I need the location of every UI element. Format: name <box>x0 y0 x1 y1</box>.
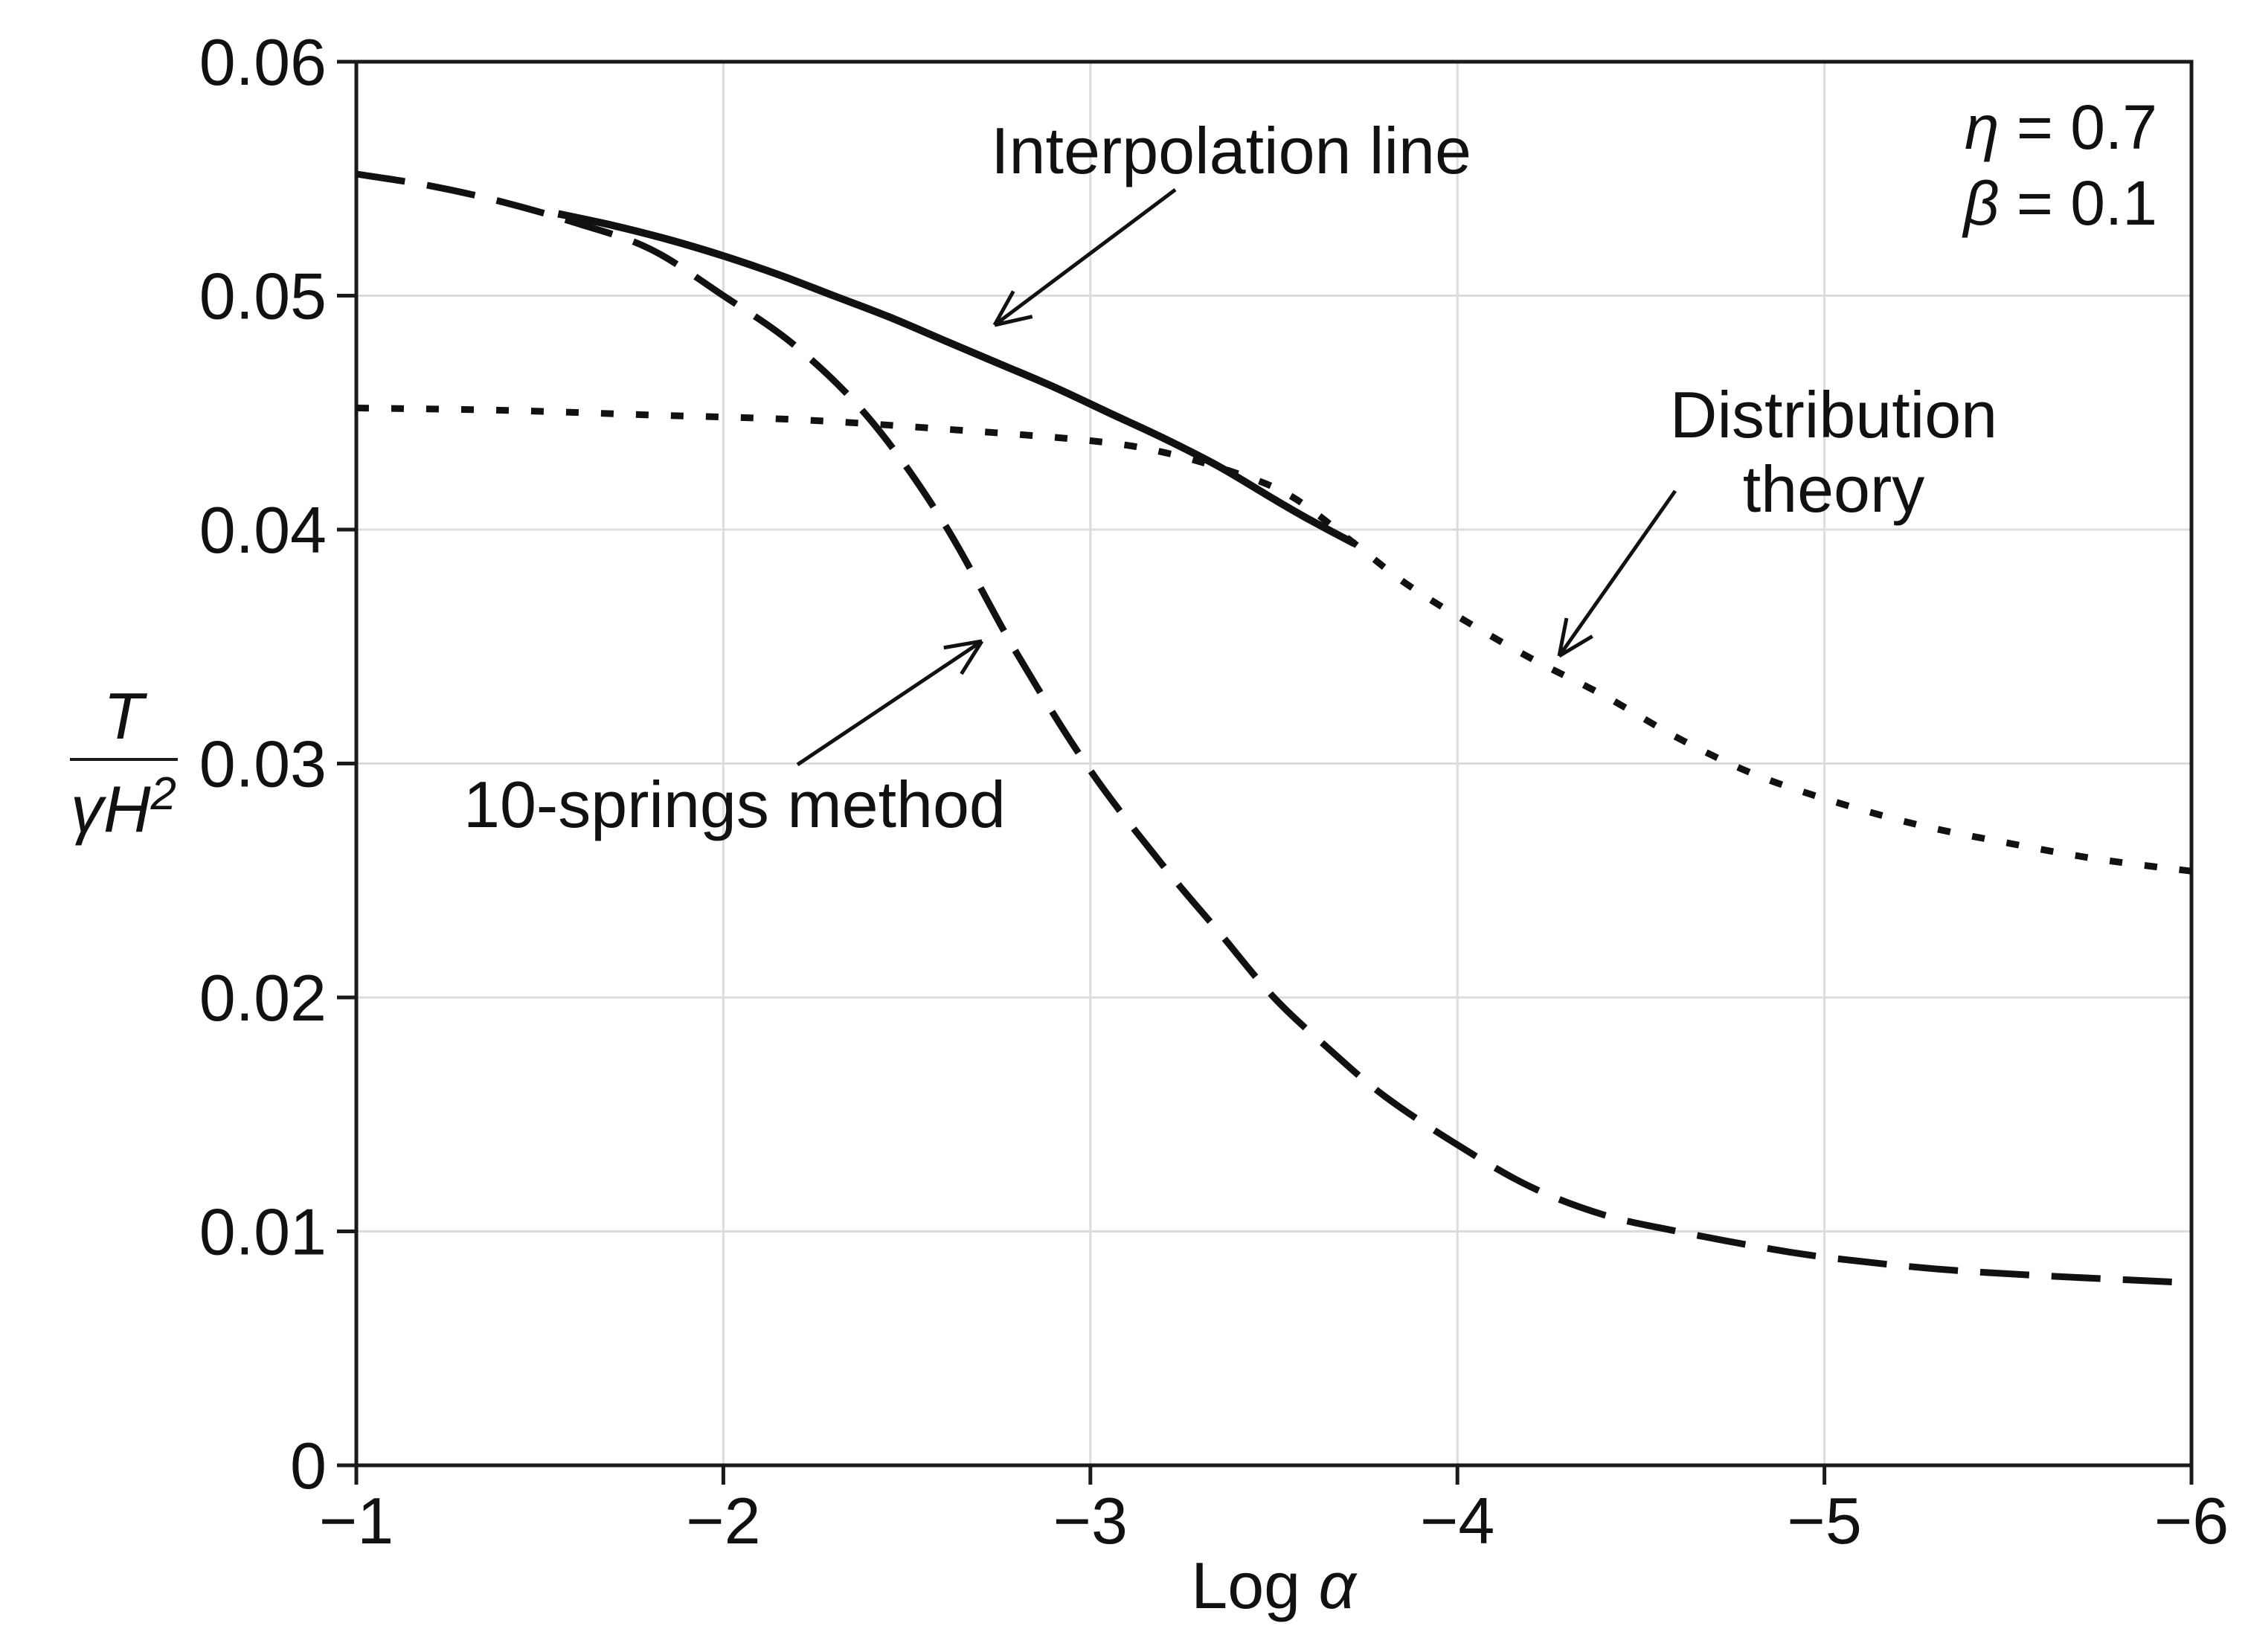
y-axis-title-denominator-sup: 2 <box>150 768 176 820</box>
annotation-interpolation-line-label-line1: Interpolation line <box>991 114 1471 187</box>
curve-10-springs-method <box>356 170 2192 1287</box>
annotation-distribution-theory-arrow <box>1557 489 1677 658</box>
x-axis-title-symbol: α <box>1319 1549 1358 1622</box>
y-tick-label-0.04: 0.04 <box>199 493 327 567</box>
annotation-interpolation-line-arrow <box>992 187 1177 327</box>
annotation-10-springs-method-label-line1: 10-springs method <box>463 768 1006 841</box>
x-tick-label-−3: −3 <box>1053 1484 1128 1558</box>
x-tick-label-−6: −6 <box>2154 1484 2229 1558</box>
x-tick-label-−2: −2 <box>686 1484 760 1558</box>
curve-distribution-theory <box>356 404 2192 875</box>
y-tick-label-0.05: 0.05 <box>199 260 327 333</box>
param-value-2: = 0.1 <box>1999 168 2157 238</box>
param-label-2: β = 0.1 <box>1961 168 2157 238</box>
param-symbol-1: η <box>1965 92 2000 162</box>
annotation-distribution-theory-label-line2: theory <box>1743 452 1925 526</box>
y-axis-title-numerator: T <box>103 679 147 753</box>
param-symbol-2: β <box>1961 168 1999 238</box>
x-tick-label-−4: −4 <box>1420 1484 1494 1558</box>
y-tick-label-0.01: 0.01 <box>199 1195 327 1269</box>
annotation-distribution-theory-label-line1: Distribution <box>1670 378 1997 451</box>
param-value-1: = 0.7 <box>1999 92 2157 162</box>
y-tick-label-0.03: 0.03 <box>199 727 327 801</box>
x-axis-title: Log α <box>1191 1549 1358 1622</box>
y-tick-label-0.06: 0.06 <box>199 25 327 99</box>
y-tick-label-0.02: 0.02 <box>199 961 327 1035</box>
plot-border <box>354 60 2194 1468</box>
x-tick-label-−1: −1 <box>319 1484 394 1558</box>
x-tick-label-−5: −5 <box>1787 1484 1861 1558</box>
x-axis-title-word: Log <box>1191 1549 1318 1622</box>
y-axis-title-denominator-base: γH <box>71 772 151 846</box>
annotation-10-springs-method-arrow <box>796 639 984 767</box>
curve-interpolation-line <box>557 210 1357 547</box>
y-tick-label-0: 0 <box>290 1429 327 1502</box>
y-axis-title-denominator: γH2 <box>71 768 176 846</box>
param-label-1: η = 0.7 <box>1965 92 2157 162</box>
